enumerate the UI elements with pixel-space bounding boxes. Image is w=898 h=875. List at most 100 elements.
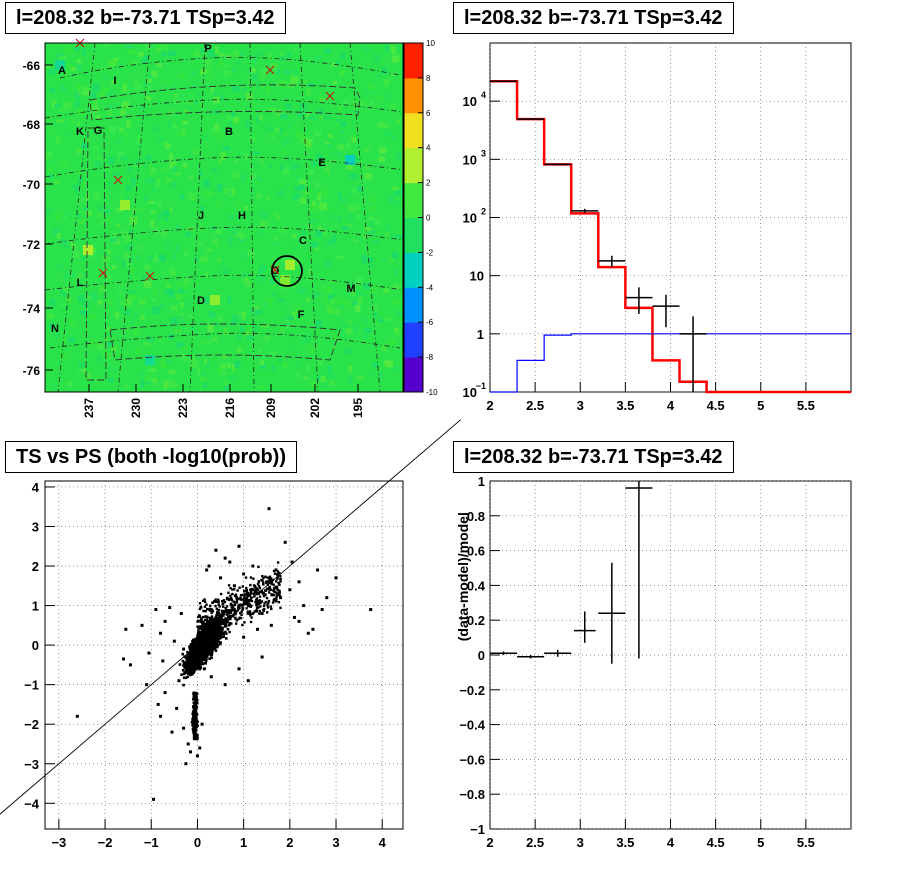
skymap-pixel bbox=[260, 211, 268, 218]
scatter-point bbox=[279, 574, 282, 578]
scatter-point bbox=[203, 605, 207, 608]
scatter-point bbox=[222, 622, 226, 625]
scatter-point bbox=[198, 640, 201, 643]
skymap-pixel bbox=[369, 286, 378, 293]
skymap-pixel bbox=[150, 210, 156, 214]
skymap-pixel bbox=[383, 288, 389, 293]
scatter-point bbox=[190, 664, 193, 668]
skymap-pixel bbox=[194, 99, 198, 106]
skymap-pixel bbox=[112, 171, 120, 178]
skymap-pixel bbox=[143, 161, 148, 169]
skymap-pixel bbox=[117, 151, 125, 159]
scatter-point bbox=[239, 598, 243, 601]
skymap-pixel bbox=[176, 342, 185, 349]
skymap-pixel bbox=[369, 220, 373, 228]
skymap-pixel bbox=[259, 365, 267, 369]
scatter-point bbox=[221, 602, 225, 606]
skymap-pixel bbox=[385, 92, 392, 98]
scatter-point bbox=[216, 610, 219, 614]
scatter-point bbox=[219, 576, 223, 580]
scatter-point bbox=[221, 628, 224, 631]
scatter-point bbox=[214, 637, 218, 641]
skymap-pixel bbox=[378, 156, 386, 162]
skymap-pixel bbox=[223, 327, 228, 336]
skymap-y-tick-label: -66 bbox=[23, 59, 41, 73]
scatter-point bbox=[195, 645, 199, 649]
scatter-point bbox=[206, 615, 209, 618]
skymap-region-label: G bbox=[94, 125, 103, 137]
scatter-point bbox=[192, 726, 195, 730]
skymap-pixel bbox=[227, 362, 231, 369]
scatter-point bbox=[241, 603, 245, 607]
scatter-point bbox=[210, 616, 213, 619]
scatter-point bbox=[229, 610, 232, 613]
scatter-point bbox=[216, 619, 219, 623]
skymap-pixel bbox=[384, 45, 391, 52]
skymap-pixel bbox=[329, 298, 334, 303]
skymap-pixel bbox=[352, 239, 359, 243]
scatter-point bbox=[212, 618, 215, 622]
scatter-point bbox=[256, 606, 259, 610]
skymap-pixel bbox=[314, 205, 320, 210]
scatter-point bbox=[195, 720, 199, 724]
scatter-point bbox=[195, 659, 199, 663]
scatter-x-tick-label: 2 bbox=[286, 835, 293, 850]
residual-title: l=208.32 b=-73.71 TSp=3.42 bbox=[453, 441, 734, 473]
skymap-pixel bbox=[249, 52, 258, 61]
skymap-pixel bbox=[64, 72, 69, 79]
scatter-point bbox=[222, 618, 226, 622]
skymap-pixel bbox=[291, 311, 296, 320]
skymap-pixel bbox=[137, 52, 144, 57]
scatter-point bbox=[250, 596, 253, 599]
scatter-point bbox=[209, 642, 213, 646]
skymap-pixel bbox=[280, 114, 288, 120]
skymap-pixel bbox=[203, 179, 211, 188]
skymap-pixel bbox=[393, 268, 398, 276]
scatter-point bbox=[203, 655, 207, 659]
scatter-point bbox=[201, 643, 205, 646]
scatter-point bbox=[266, 603, 269, 607]
scatter-point bbox=[178, 663, 182, 666]
skymap-pixel bbox=[164, 216, 169, 222]
skymap-pixel bbox=[176, 281, 182, 287]
skymap-pixel bbox=[220, 93, 225, 102]
colorbar-segment bbox=[404, 182, 423, 218]
skymap-pixel bbox=[110, 80, 117, 85]
skymap-pixel bbox=[62, 273, 69, 282]
skymap-pixel bbox=[298, 179, 307, 186]
scatter-point bbox=[243, 595, 246, 598]
skymap-pixel bbox=[190, 356, 196, 362]
skymap-pixel bbox=[207, 49, 215, 58]
scatter-point bbox=[213, 636, 216, 639]
scatter-point bbox=[203, 630, 207, 634]
scatter-point bbox=[215, 600, 218, 604]
skymap-pixel bbox=[164, 78, 172, 83]
skymap-pixel bbox=[295, 192, 301, 196]
skymap-pixel bbox=[54, 103, 60, 108]
skymap-pixel bbox=[159, 361, 165, 368]
skymap-pixel bbox=[138, 107, 145, 111]
skymap-pixel bbox=[309, 347, 316, 353]
scatter-point bbox=[235, 599, 239, 602]
skymap-pixel bbox=[349, 206, 357, 213]
skymap-region-label: A bbox=[58, 65, 66, 77]
scatter-point bbox=[219, 592, 223, 596]
skymap-pixel bbox=[335, 255, 344, 259]
skymap-pixel bbox=[217, 159, 222, 165]
skymap-pixel bbox=[134, 84, 142, 91]
scatter-point bbox=[225, 613, 228, 616]
skymap-pixel bbox=[117, 291, 123, 296]
skymap-pixel bbox=[127, 151, 131, 155]
skymap-cross bbox=[113, 175, 123, 185]
skymap-pixel bbox=[331, 309, 340, 315]
skymap-pixel bbox=[126, 230, 132, 235]
skymap-pixel bbox=[230, 187, 235, 196]
scatter-point bbox=[199, 662, 202, 666]
skymap-pixel bbox=[396, 47, 400, 52]
scatter-point bbox=[210, 656, 213, 660]
scatter-point bbox=[215, 607, 219, 610]
scatter-point bbox=[191, 643, 194, 647]
skymap-pixel bbox=[212, 168, 218, 174]
skymap-pixel bbox=[234, 361, 241, 368]
